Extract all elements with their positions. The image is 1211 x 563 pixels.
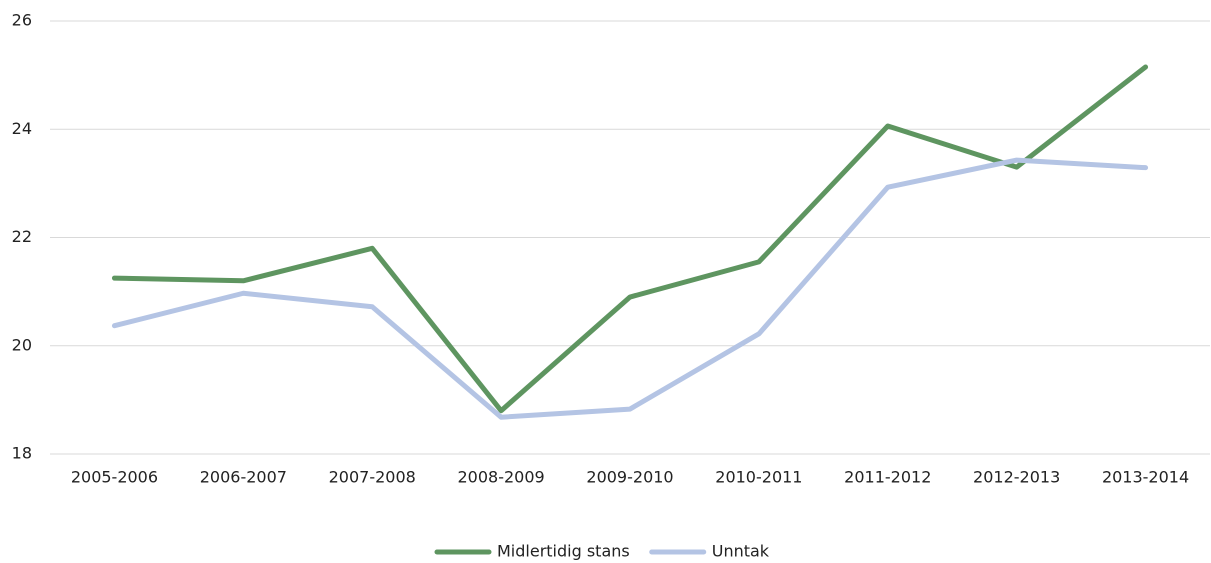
y-tick-label: 22: [12, 227, 32, 246]
x-tick-label: 2008-2009: [458, 468, 545, 487]
x-tick-label: 2010-2011: [715, 468, 802, 487]
series-line: [111, 64, 1149, 414]
legend-label: Midlertidig stans: [497, 542, 630, 561]
series-line: [111, 157, 1149, 420]
x-tick-label: 2007-2008: [329, 468, 416, 487]
x-tick-label: 2012-2013: [973, 468, 1060, 487]
y-tick-label: 24: [12, 119, 32, 138]
y-tick-label: 18: [12, 444, 32, 463]
x-tick-label: 2006-2007: [200, 468, 287, 487]
x-tick-label: 2013-2014: [1102, 468, 1189, 487]
y-tick-label: 20: [12, 335, 32, 354]
x-tick-label: 2009-2010: [586, 468, 673, 487]
x-tick-label: 2011-2012: [844, 468, 931, 487]
legend-label: Unntak: [712, 542, 770, 561]
y-tick-label: 26: [12, 11, 32, 30]
x-tick-label: 2005-2006: [71, 468, 158, 487]
